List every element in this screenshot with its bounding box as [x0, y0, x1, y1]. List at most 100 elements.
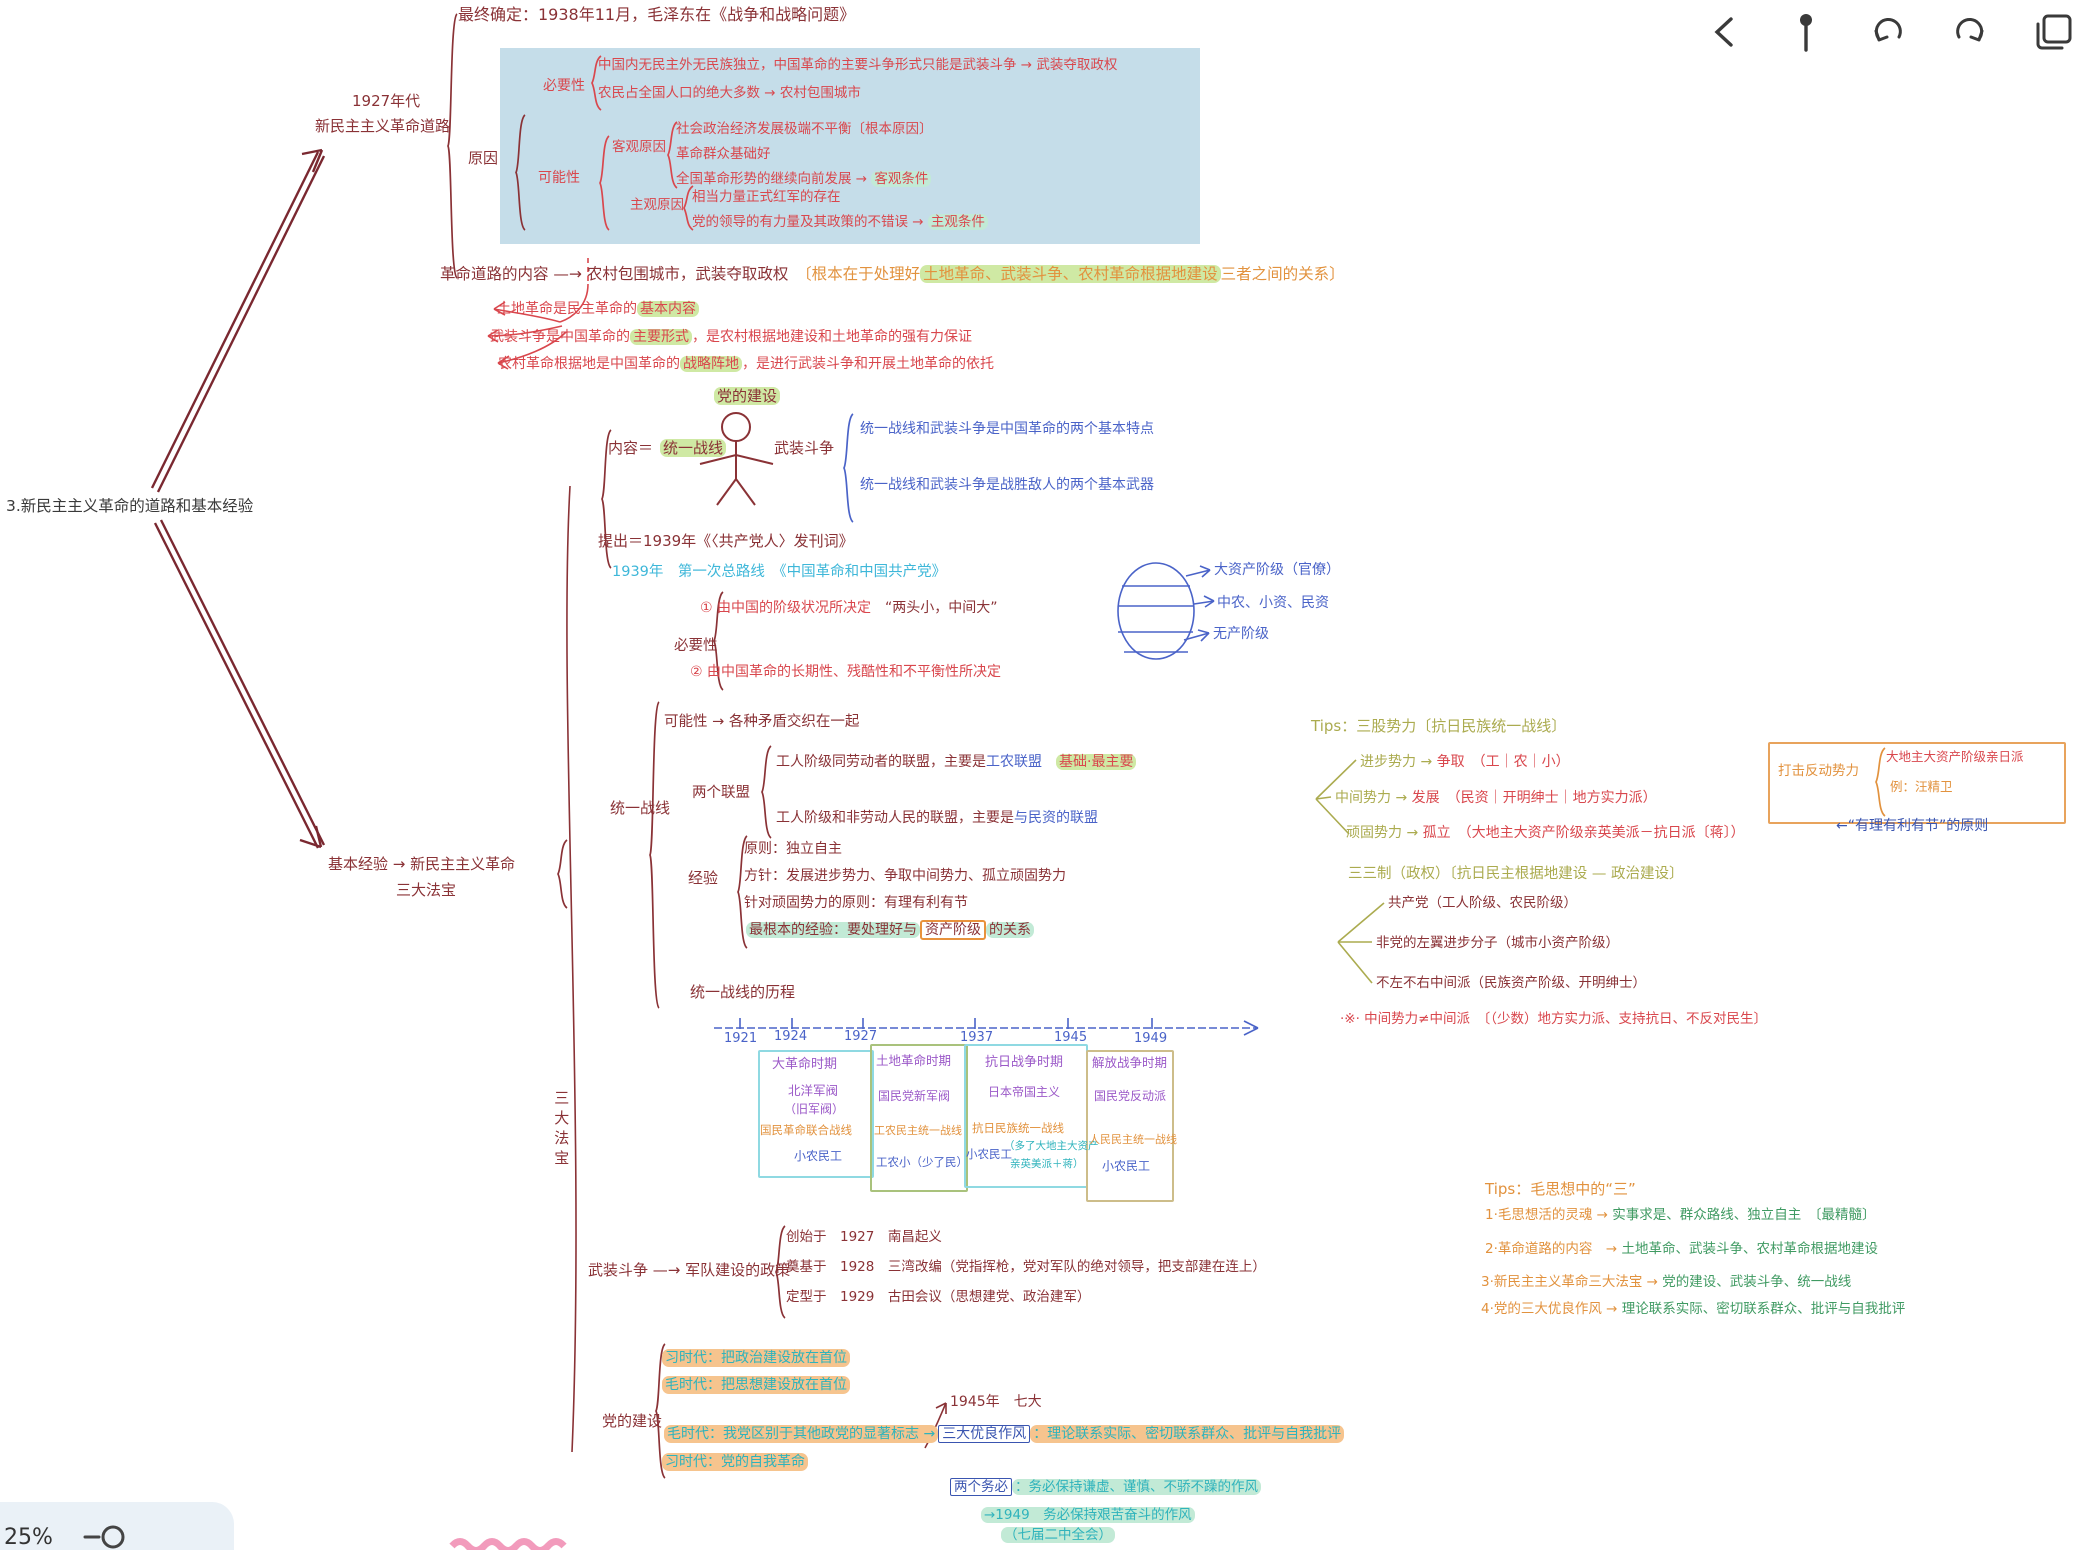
- note-segment: 北洋军阀: [788, 1083, 839, 1098]
- two-musts-line2: →1949 务必保持艰苦奋斗的作风: [981, 1507, 1195, 1524]
- note-segment: 国民党反动派: [1094, 1089, 1167, 1103]
- note-segment: 客观条件: [871, 171, 932, 187]
- note-segment: （民资｜开明绅士｜地方实力派）: [1439, 790, 1657, 806]
- note-segment: →1949 务必保持艰苦奋斗的作风: [981, 1507, 1195, 1523]
- note-segment: 党的建设、武装斗争、统一战线: [1662, 1274, 1852, 1290]
- note-segment: 理论联系实际、密切联系群众、批评与自我批评: [1621, 1301, 1906, 1317]
- note-segment: 两个联盟: [692, 785, 750, 801]
- note-segment: 实事求是、群众路线、独立自主 〔最精髓〕: [1612, 1207, 1876, 1223]
- note-segment: 进步势力 →: [1360, 754, 1437, 770]
- note-segment: 工人阶级同劳动者的联盟，主要是: [776, 754, 986, 770]
- note-segment: 无产阶级: [1213, 626, 1269, 642]
- note-segment: 1945: [1054, 1030, 1088, 1045]
- note-segment: 武装斗争是中国革命的: [490, 329, 630, 345]
- content-equals: 内容＝: [608, 439, 654, 457]
- period2-members: 工农小（少了民）: [876, 1155, 968, 1169]
- united-front-branch: 统一战线: [610, 799, 670, 817]
- road-point3: 农村革命根据地是中国革命的 战略阵地 ，是进行武装斗争和开展土地革命的依托: [498, 356, 994, 372]
- road-point2: 武装斗争是中国革命的 主要形式 ，是农村根据地建设和土地革命的强有力保证: [490, 329, 972, 345]
- note-segment: 革命群众基础好: [676, 146, 771, 162]
- undo-button[interactable]: [1866, 10, 1910, 54]
- note-segment: 中农、小资、民资: [1217, 595, 1329, 611]
- note-segment: 基本经验 → 新民主主义革命: [328, 855, 516, 873]
- force-diehard: 顽固势力 → 孤立 （大地主大资产阶级亲英美派－抗日派〔蒋〕）: [1346, 825, 1745, 841]
- magnifier-icon: [83, 1525, 125, 1549]
- note-segment: 习时代：把政治建设放在首位: [662, 1349, 850, 1367]
- note-segment: 两个务必: [950, 1478, 1012, 1496]
- era-label-line2: 新民主主义革命道路: [315, 117, 451, 135]
- strike-box-line1: 大地主大资产阶级亲日派: [1886, 749, 2024, 764]
- period4-enemy: 国民党反动派: [1094, 1089, 1167, 1104]
- year-1945: 1945: [1054, 1030, 1088, 1046]
- note-segment: 经验: [688, 869, 719, 887]
- xi-era-line1: 习时代：把政治建设放在首位: [662, 1349, 850, 1367]
- note-segment: 定型于 1929 古田会议（思想建党、政治建军）: [786, 1289, 1091, 1305]
- back-button[interactable]: [1702, 10, 1746, 54]
- note-segment: 打击反动势力: [1778, 763, 1859, 779]
- note-segment: 统一战线和武装斗争是战胜敌人的两个基本武器: [860, 477, 1154, 493]
- period4-title: 解放战争时期: [1092, 1055, 1167, 1070]
- objective-line3: 全国革命形势的继续向前发展 → 客观条件: [676, 171, 932, 188]
- note-segment: 全国革命形势的继续向前发展 →: [676, 171, 872, 187]
- note-segment: 小农民工: [966, 1147, 1012, 1161]
- note-segment: 1924: [774, 1029, 808, 1044]
- alliance-line1: 工人阶级同劳动者的联盟，主要是工农联盟 基础·最主要: [776, 754, 1137, 770]
- note-segment: 中间势力 →: [1335, 790, 1412, 806]
- note-segment: 1927: [844, 1029, 878, 1044]
- timeline-box-1: [758, 1050, 874, 1178]
- note-segment: “两头小，中间大”: [885, 600, 998, 616]
- note-segment: 三大优良作风: [938, 1425, 1031, 1443]
- note-segment: 抗日战争时期: [985, 1055, 1064, 1070]
- toolbar: [1702, 10, 2074, 54]
- note-segment: 相当力量正式红军的存在: [692, 189, 841, 205]
- strike-box-label: 打击反动势力: [1778, 763, 1859, 780]
- note-segment: 必要性: [543, 78, 585, 94]
- note-segment: 三大法宝: [396, 881, 457, 899]
- copy-button[interactable]: [2030, 10, 2074, 54]
- note-segment: 可能性 → 各种矛盾交织在一起: [664, 714, 860, 730]
- experience-line3: 针对顽固势力的原则：有理有利有节: [744, 895, 968, 911]
- era-label-line1: 1927年代: [352, 92, 420, 110]
- strike-box-line2: 例：汪精卫: [1890, 779, 1953, 794]
- three-treasures-spine: [566, 485, 577, 1453]
- note-segment: 最终确定：1938年11月，毛泽东在《战争和战略问题》: [458, 5, 856, 24]
- note-segment: 小农民工: [794, 1149, 843, 1163]
- army-policy3: 定型于 1929 古田会议（思想建党、政治建军）: [786, 1289, 1091, 1306]
- final-confirm-line: 最终确定：1938年11月，毛泽东在《战争和战略问题》: [458, 5, 856, 24]
- note-segment: 不左不右中间派（民族资产阶级、开明绅士）: [1376, 975, 1646, 991]
- note-segment: 工农小（少了民）: [876, 1155, 968, 1169]
- note-segment: 顽固势力 →: [1346, 825, 1423, 841]
- history-label: 统一战线的历程: [690, 983, 795, 1001]
- main-title: 3.新民主主义革命的道路和基本经验: [6, 497, 253, 516]
- note-segment: 的关系: [986, 922, 1034, 938]
- note-segment: 三三制（政权）〔抗日民主根据地建设 — 政治建设〕: [1348, 866, 1684, 882]
- note-segment: 新民主主义革命道路: [315, 117, 451, 135]
- middle-force-note: ·※· 中间势力≠中间派 〔（少数）地方实力派、支持抗日、不反对民生〕: [1340, 1011, 1767, 1028]
- note-segment: ·※· 中间势力≠中间派 〔（少数）地方实力派、支持抗日、不反对民生〕: [1340, 1011, 1767, 1027]
- note-segment: 内容＝: [608, 439, 654, 457]
- note-segment: 亲英美派＋蒋）: [1010, 1158, 1084, 1170]
- pin-button[interactable]: [1784, 10, 1828, 54]
- two-alliances-label: 两个联盟: [692, 785, 750, 802]
- note-segment: 工农联盟: [986, 754, 1042, 770]
- principle-note: ←“有理有利有节”的原则: [1836, 818, 1988, 834]
- note-segment: ① 由中国的阶级状况所决定: [700, 600, 886, 616]
- note-segment: 奠基于 1928 三湾改编（党指挥枪，党对军队的绝对领导，把支部建在连上）: [786, 1259, 1266, 1275]
- class-label1: 大资产阶级（官僚）: [1214, 562, 1340, 578]
- note-segment: 统一战线: [660, 439, 727, 457]
- note-segment: 习时代：党的自我革命: [662, 1453, 808, 1471]
- note-segment: 共产党（工人阶级、农民阶级）: [1388, 895, 1577, 911]
- note-segment: （大地主大资产阶级亲英美派－抗日派〔蒋〕）: [1450, 825, 1745, 841]
- proposed-line: 提出＝1939年《〈共产党人〉发刊词》: [598, 532, 854, 550]
- note-segment: 主观条件: [927, 214, 988, 230]
- zoom-control[interactable]: 25%: [0, 1502, 234, 1550]
- year-1949: 1949: [1134, 1031, 1167, 1047]
- pink-squiggle: [449, 1538, 567, 1550]
- note-segment: 3·新民主主义革命三大法宝 →: [1481, 1274, 1663, 1290]
- redo-button[interactable]: [1948, 10, 1992, 54]
- period2-title: 土地革命时期: [876, 1053, 951, 1068]
- note-segment: 1921: [724, 1031, 758, 1046]
- redo-icon: [1956, 18, 1984, 42]
- party-build-tag: 党的建设: [714, 387, 781, 405]
